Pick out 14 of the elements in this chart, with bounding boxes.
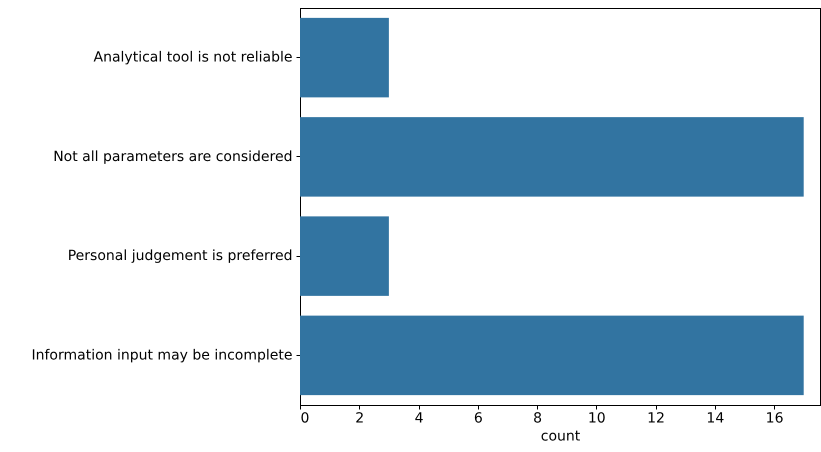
x-tick-label: 2	[355, 410, 364, 426]
y-tick-label: Analytical tool is not reliable	[94, 50, 292, 66]
x-tick-label: 14	[706, 410, 724, 426]
y-tick-label: Information input may be incomplete	[31, 347, 292, 364]
x-tick-label: 16	[766, 410, 784, 426]
x-tick-label: 0	[300, 410, 310, 426]
x-axis-title: count	[540, 428, 581, 444]
y-tick-label: Personal judgement is preferred	[68, 248, 292, 264]
x-tick-label: 4	[414, 410, 424, 426]
y-tick-label: Not all parameters are considered	[53, 148, 292, 165]
x-tick-label: 8	[533, 410, 542, 426]
x-tick-label: 10	[588, 410, 606, 426]
x-tick-label: 12	[647, 410, 665, 426]
x-tick-label: 6	[474, 410, 483, 426]
